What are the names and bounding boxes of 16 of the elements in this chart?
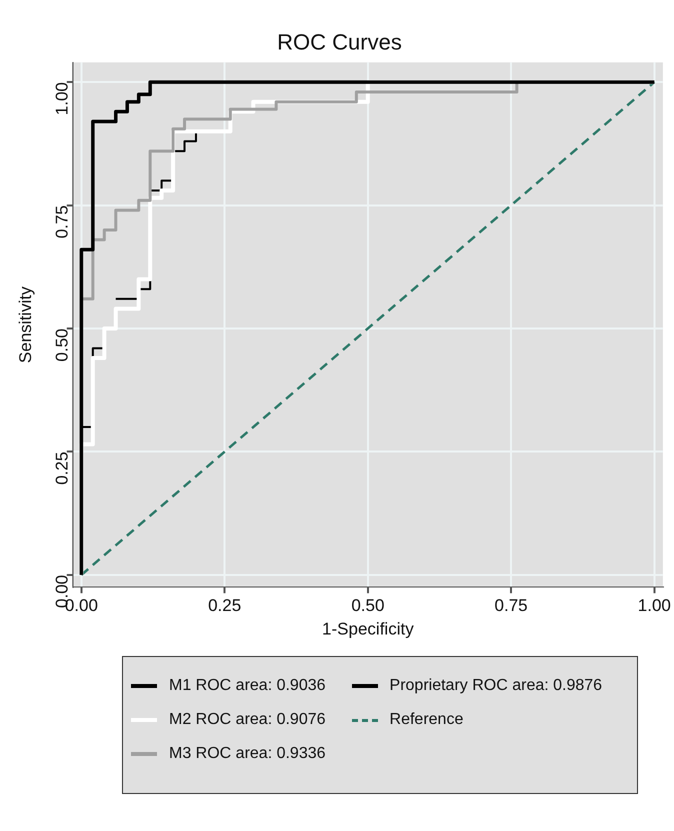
y-tick-label: 1.00 [52, 82, 72, 116]
x-tick-label: 1.00 [638, 596, 671, 616]
legend-label: M2 ROC area: 0.9076 [169, 711, 326, 729]
y-axis-title: Sensitivity [16, 286, 35, 364]
legend-label: Reference [390, 711, 464, 729]
y-tick-label: 0.25 [52, 452, 72, 485]
legend-label: M1 ROC area: 0.9036 [169, 677, 326, 695]
x-tick-label: 0.50 [351, 596, 384, 616]
y-tick-label: 0.75 [52, 205, 72, 238]
x-tick-label: 0.75 [494, 596, 528, 616]
chart-title: ROC Curves [277, 29, 402, 54]
y-tick-label: 0.50 [52, 328, 72, 362]
legend-label: M3 ROC area: 0.9336 [169, 745, 326, 763]
legend-label: Proprietary ROC area: 0.9876 [390, 677, 602, 695]
x-axis-title: 1-Specificity [322, 619, 414, 638]
x-tick-label: 0.25 [208, 596, 242, 616]
